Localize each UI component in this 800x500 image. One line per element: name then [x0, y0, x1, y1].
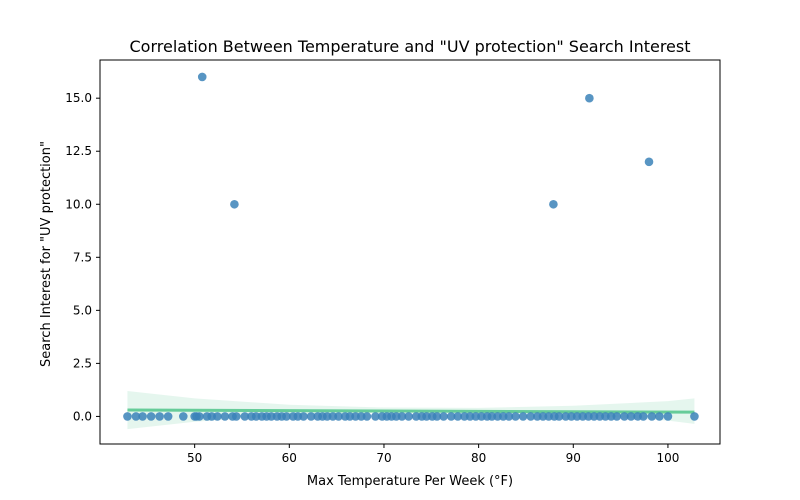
chart-title: Correlation Between Temperature and "UV … [129, 37, 690, 56]
x-tick-label: 80 [471, 451, 486, 465]
x-tick-label: 50 [187, 451, 202, 465]
data-point [585, 93, 594, 103]
y-tick-label: 15.0 [65, 91, 92, 105]
data-point [220, 412, 230, 421]
data-point [123, 412, 132, 421]
y-tick-label: 2.5 [73, 356, 92, 370]
data-point [663, 412, 673, 421]
data-points [123, 72, 699, 421]
data-point [146, 412, 156, 421]
data-point [647, 412, 657, 421]
data-point [397, 412, 407, 421]
data-point [362, 412, 372, 421]
data-point [138, 412, 147, 421]
data-point [446, 412, 456, 421]
data-point [554, 412, 564, 421]
plot-frame [99, 59, 721, 445]
data-point [432, 412, 442, 421]
data-point [626, 412, 636, 421]
x-tick-label: 100 [656, 451, 679, 465]
x-axis-ticks: 50 60 70 80 90 100 [187, 444, 679, 465]
regression-line [127, 408, 695, 414]
y-tick-label: 12.5 [65, 144, 92, 158]
data-point [690, 412, 699, 421]
data-point [155, 412, 164, 421]
data-point [195, 412, 204, 421]
data-point [371, 412, 380, 421]
plot-area [123, 72, 699, 430]
data-point [404, 412, 413, 421]
data-point [299, 412, 308, 421]
data-point [334, 412, 343, 421]
y-tick-label: 5.0 [73, 303, 92, 317]
data-point [197, 72, 207, 82]
data-point [282, 412, 291, 421]
x-axis-label: Max Temperature Per Week (°F) [307, 474, 513, 489]
y-tick-label: 0.0 [73, 409, 92, 423]
data-point [639, 412, 648, 421]
data-point [549, 199, 558, 209]
data-point [232, 412, 241, 421]
data-point [306, 412, 316, 421]
x-tick-label: 70 [376, 451, 391, 465]
data-point [178, 412, 188, 421]
x-tick-label: 60 [282, 451, 297, 465]
data-point [163, 412, 173, 421]
data-point [620, 412, 629, 421]
data-point [131, 412, 141, 421]
data-point [240, 412, 250, 421]
data-point [518, 412, 528, 421]
data-point [453, 412, 463, 421]
data-point [511, 412, 520, 421]
data-point [504, 412, 514, 421]
data-point [439, 412, 448, 421]
y-axis-label: Search Interest for "UV protection" [39, 141, 54, 367]
data-point [526, 412, 535, 421]
y-axis-ticks: 0.0 2.5 5.0 7.5 10.0 12.5 15.0 [65, 91, 100, 423]
y-tick-label: 7.5 [73, 250, 92, 264]
data-point [644, 157, 654, 167]
x-tick-label: 90 [566, 451, 581, 465]
data-point [213, 412, 222, 421]
data-point [230, 199, 239, 209]
data-point [655, 412, 664, 421]
data-point [612, 412, 622, 421]
y-tick-label: 10.0 [65, 197, 92, 211]
